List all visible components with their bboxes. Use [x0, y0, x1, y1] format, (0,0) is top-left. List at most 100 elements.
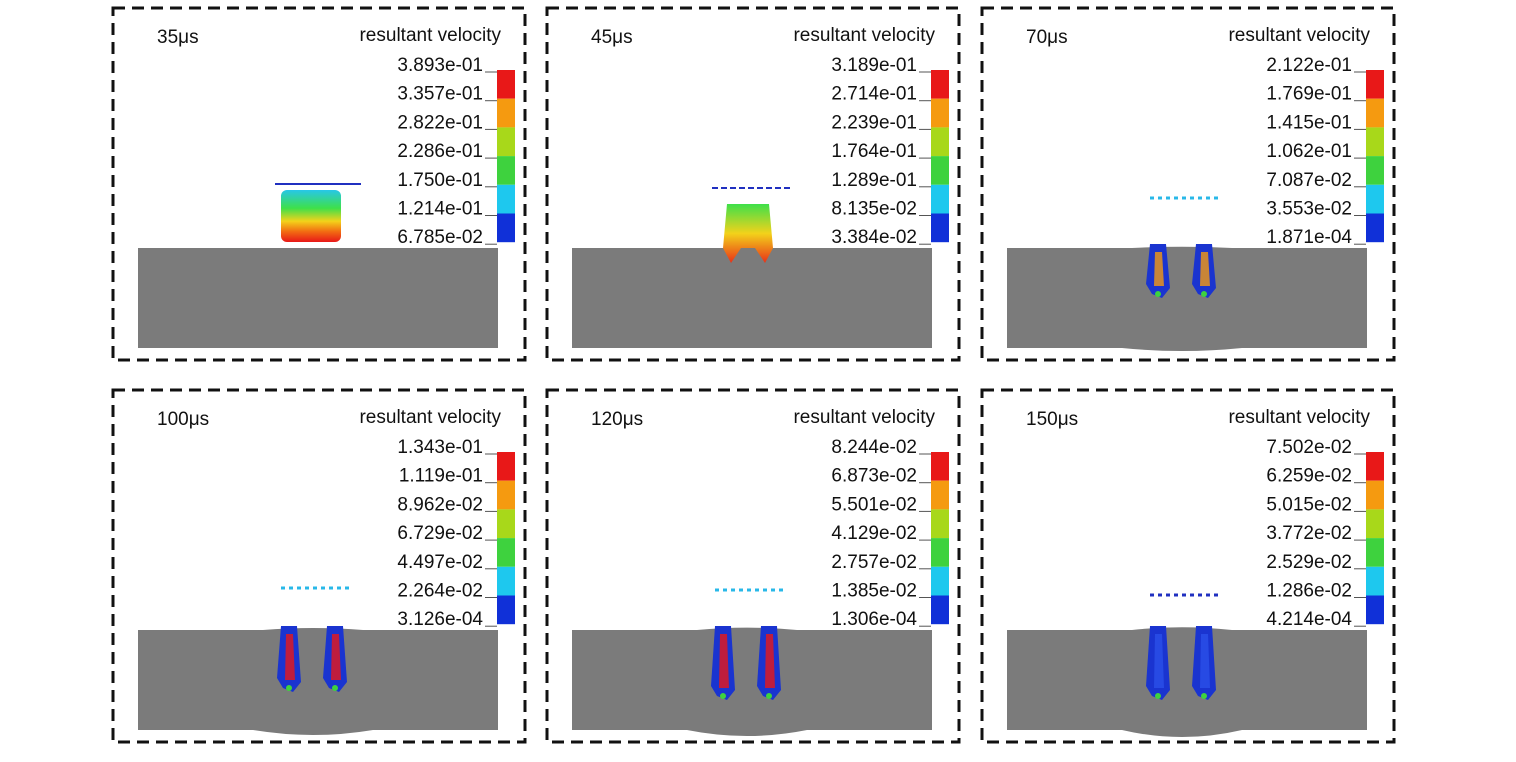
- colorbar-segment: [497, 156, 515, 185]
- legend-value: 2.529e-02: [1266, 552, 1352, 573]
- penetrator-core: [719, 634, 729, 688]
- legend-title: resultant velocity: [359, 407, 501, 428]
- projectile: [723, 204, 773, 263]
- legend-value: 7.087e-02: [1266, 170, 1352, 191]
- legend-value: 6.785e-02: [397, 227, 483, 248]
- colorbar-segment: [1366, 127, 1384, 157]
- colorbar-segment: [1366, 184, 1384, 214]
- panel-border: [545, 388, 961, 744]
- colorbar-segment: [1366, 566, 1384, 596]
- legend-value: 3.357e-01: [397, 84, 483, 105]
- colorbar-segment: [497, 509, 515, 539]
- legend-value: 6.873e-02: [831, 466, 917, 487]
- legend-value: 2.122e-01: [1266, 55, 1352, 76]
- legend-value: 7.502e-02: [1266, 437, 1352, 458]
- colorbar-segment: [497, 480, 515, 510]
- penetrator-tip: [720, 693, 726, 699]
- colorbar-segment: [931, 156, 949, 185]
- simulation-panel: 70μs resultant velocity 2.122e-01 1.769e-01…: [980, 6, 1396, 362]
- legend-value: 2.286e-01: [397, 141, 483, 162]
- legend-value: 2.239e-01: [831, 112, 917, 133]
- legend-value: 4.129e-02: [831, 523, 917, 544]
- legend-value: 1.214e-01: [397, 199, 483, 220]
- legend-value: 1.062e-01: [1266, 141, 1352, 162]
- colorbar-segment: [1366, 156, 1384, 185]
- colorbar-segment: [931, 595, 949, 625]
- projectile: [281, 190, 341, 242]
- colorbar-segment: [497, 98, 515, 128]
- time-label: 150μs: [1026, 409, 1078, 430]
- time-label: 120μs: [591, 409, 643, 430]
- time-label: 100μs: [157, 409, 209, 430]
- legend-value: 8.244e-02: [831, 437, 917, 458]
- colorbar-segment: [1366, 452, 1384, 481]
- colorbar-segment: [1366, 538, 1384, 567]
- legend-value: 2.264e-02: [397, 581, 483, 602]
- penetrator-tip: [1155, 291, 1161, 297]
- legend-value: 3.126e-04: [397, 609, 483, 630]
- colorbar-segment: [497, 595, 515, 625]
- legend-value: 1.764e-01: [831, 141, 917, 162]
- legend-value: 4.497e-02: [397, 552, 483, 573]
- colorbar-segment: [497, 184, 515, 214]
- colorbar-segment: [931, 509, 949, 539]
- colorbar-segment: [931, 70, 949, 99]
- penetrator-core: [331, 634, 341, 680]
- legend-value: 1.306e-04: [831, 609, 917, 630]
- colorbar-segment: [931, 127, 949, 157]
- colorbar-segment: [1366, 480, 1384, 510]
- legend-value: 6.729e-02: [397, 523, 483, 544]
- colorbar-segment: [497, 70, 515, 99]
- simulation-panel: 100μs resultant velocity 1.343e-01 1.119e-0…: [111, 388, 527, 744]
- legend-value: 1.343e-01: [397, 437, 483, 458]
- time-label: 35μs: [157, 27, 199, 48]
- penetrator-tip: [286, 685, 292, 691]
- legend-value: 2.757e-02: [831, 552, 917, 573]
- panel-border: [545, 6, 961, 362]
- legend-title: resultant velocity: [1228, 407, 1370, 428]
- legend-value: 1.286e-02: [1266, 581, 1352, 602]
- legend-value: 5.501e-02: [831, 494, 917, 515]
- legend-value: 2.714e-01: [831, 84, 917, 105]
- legend-value: 3.893e-01: [397, 55, 483, 76]
- time-label: 45μs: [591, 27, 633, 48]
- target-block: [1007, 627, 1367, 737]
- legend-value: 3.553e-02: [1266, 199, 1352, 220]
- legend-title: resultant velocity: [1228, 25, 1370, 46]
- legend-value: 1.769e-01: [1266, 84, 1352, 105]
- legend-value: 6.259e-02: [1266, 466, 1352, 487]
- simulation-panel: 120μs resultant velocity 8.244e-02 6.873e-0…: [545, 388, 961, 744]
- colorbar-segment: [497, 452, 515, 481]
- colorbar-segment: [497, 538, 515, 567]
- legend-value: 1.750e-01: [397, 170, 483, 191]
- penetrator-tip: [332, 685, 338, 691]
- legend-title: resultant velocity: [793, 407, 935, 428]
- legend-title: resultant velocity: [793, 25, 935, 46]
- legend-value: 1.119e-01: [399, 466, 483, 487]
- legend-value: 8.962e-02: [397, 494, 483, 515]
- colorbar-segment: [1366, 595, 1384, 625]
- colorbar-segment: [931, 538, 949, 567]
- target-block: [138, 248, 498, 348]
- panel-border: [980, 6, 1396, 362]
- penetrator-tip: [766, 693, 772, 699]
- simulation-panel: 45μs resultant velocity 3.189e-01 2.714e-01…: [545, 6, 961, 362]
- target-block: [138, 628, 498, 735]
- legend-value: 3.772e-02: [1266, 523, 1352, 544]
- penetrator-tip: [1201, 693, 1207, 699]
- target-block: [572, 248, 932, 348]
- legend-value: 2.822e-01: [397, 112, 483, 133]
- colorbar-segment: [931, 452, 949, 481]
- legend-value: 8.135e-02: [831, 199, 917, 220]
- target-block: [1007, 246, 1367, 351]
- legend-value: 4.214e-04: [1266, 609, 1352, 630]
- penetrator-core: [1200, 252, 1210, 286]
- penetrator-core: [1154, 252, 1164, 286]
- colorbar-segment: [1366, 70, 1384, 99]
- legend-value: 3.189e-01: [831, 55, 917, 76]
- simulation-panel: 150μs resultant velocity 7.502e-02 6.259e-0…: [980, 388, 1396, 744]
- colorbar-segment: [497, 127, 515, 157]
- penetrator-core: [285, 634, 295, 680]
- colorbar-segment: [1366, 213, 1384, 243]
